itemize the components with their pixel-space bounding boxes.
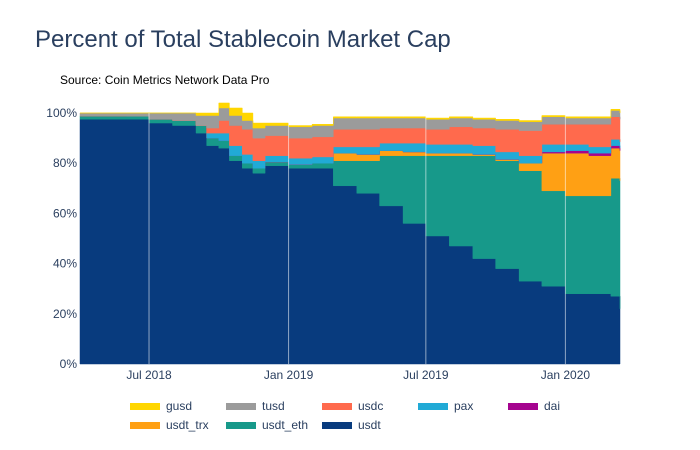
legend-label: pax [454,399,474,413]
legend-item-gusd[interactable]: gusd [130,398,192,414]
x-tick-label: Jan 2019 [264,368,314,382]
legend-item-usdt[interactable]: usdt [322,417,381,433]
legend-item-usdt_trx[interactable]: usdt_trx [130,417,209,433]
legend-item-tusd[interactable]: tusd [226,398,285,414]
legend-item-dai[interactable]: dai [508,398,560,414]
chart-subtitle: Source: Coin Metrics Network Data Pro [60,73,270,87]
legend-label: usdc [358,399,384,413]
x-tick-label: Jul 2019 [403,368,449,382]
x-tick-label: Jul 2018 [126,368,172,382]
legend-label: tusd [262,399,285,413]
legend-item-usdt_eth[interactable]: usdt_eth [226,417,308,433]
legend-item-usdc[interactable]: usdc [322,398,383,414]
legend-swatch [226,421,256,429]
legend-swatch [226,402,256,410]
y-tick-label: 0% [60,357,78,371]
legend-label: dai [544,399,561,413]
legend-swatch [418,402,448,410]
legend-swatch [130,421,160,429]
legend-label: usdt [358,418,381,432]
legend-label: usdt_trx [166,418,209,432]
area-gusd [80,102,621,129]
legend-item-pax[interactable]: pax [418,398,473,414]
y-tick-label: 60% [53,206,77,220]
y-tick-label: 80% [53,156,77,170]
legend-swatch [130,402,160,410]
y-tick-label: 20% [53,307,77,321]
y-tick-label: 40% [53,257,77,271]
legend-label: usdt_eth [262,418,309,432]
legend-label: gusd [166,399,193,413]
legend-swatch [508,402,538,410]
x-tick-label: Jan 2020 [541,368,591,382]
legend-swatch [322,421,352,429]
y-tick-label: 100% [46,106,77,120]
legend-swatch [322,402,352,410]
chart-title: Percent of Total Stablecoin Market Cap [35,26,451,53]
